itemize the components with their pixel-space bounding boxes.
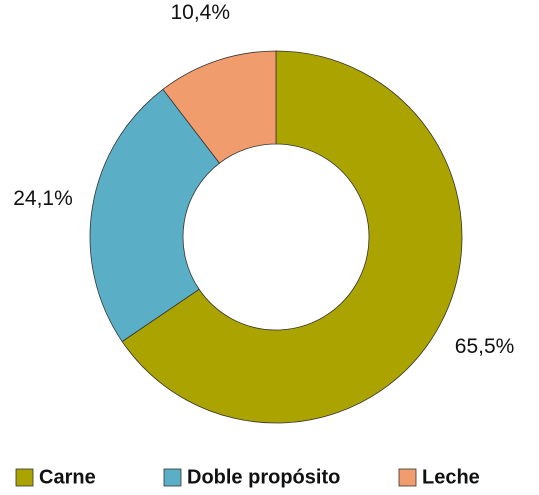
data-label: 65,5% [455, 335, 515, 358]
legend-swatch [15, 468, 34, 487]
donut-slice [121, 50, 463, 424]
data-label: 24,1% [13, 187, 73, 210]
donut-slice [89, 88, 221, 343]
legend-label: Doble propósito [187, 466, 340, 488]
legend-label: Leche [422, 466, 480, 488]
legend-swatch [398, 468, 417, 487]
donut-slice [162, 50, 277, 164]
data-label: 10,4% [170, 1, 230, 24]
legend-label: Carne [39, 466, 96, 488]
legend-swatch [163, 468, 182, 487]
